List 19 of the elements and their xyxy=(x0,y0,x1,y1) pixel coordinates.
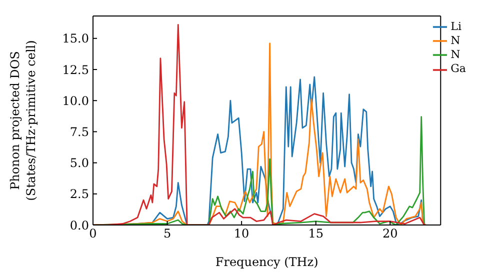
y-tick-label: 12.5 xyxy=(62,62,89,77)
x-tick-label: 5 xyxy=(163,226,172,241)
y-tick-label: 2.5 xyxy=(70,187,89,202)
x-tick-label: 10 xyxy=(234,226,250,241)
x-tick-label: 15 xyxy=(308,226,324,241)
legend-label: N xyxy=(450,34,460,48)
y-tick-label: 7.5 xyxy=(70,124,89,139)
x-tick-label: 0 xyxy=(89,226,97,241)
y-tick-label: 5.0 xyxy=(70,156,89,170)
x-axis-title: Frequency (THz) xyxy=(215,255,318,269)
y-tick-label: 10.0 xyxy=(62,94,89,108)
y-axis-title: Phonon projected DOS (States/THz·primitive cell) xyxy=(8,40,38,201)
y-tick-label: 0.0 xyxy=(70,218,89,232)
legend-label: N xyxy=(450,48,460,62)
line-series xyxy=(93,116,425,225)
y-tick-label: 15.0 xyxy=(62,32,89,46)
legend-label: Ga xyxy=(450,62,466,76)
legend-label: Li xyxy=(450,20,462,33)
x-tick-label: 20 xyxy=(382,226,398,241)
